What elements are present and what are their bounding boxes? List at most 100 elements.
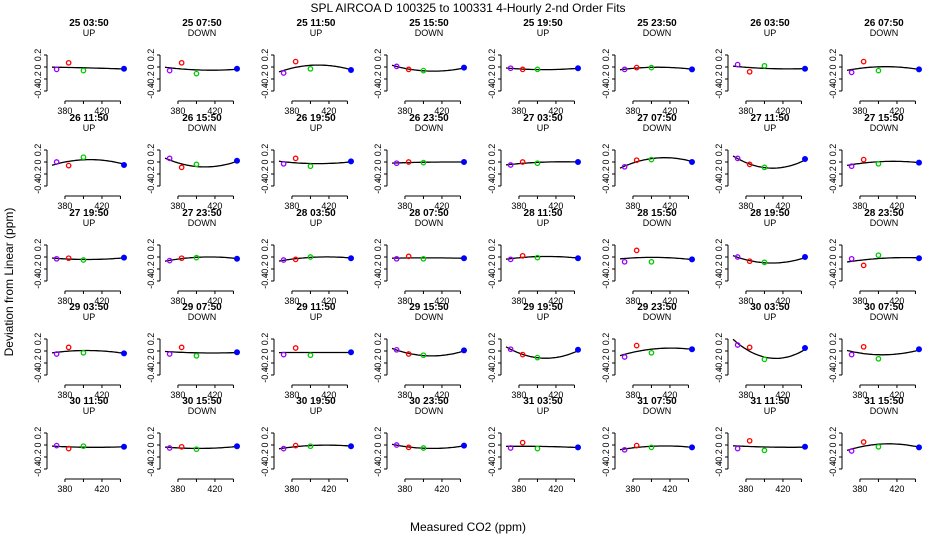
fit-curve <box>505 161 581 166</box>
data-point <box>746 344 753 351</box>
y-tick-label: 0.2 <box>601 333 611 346</box>
panel-mode-label: DOWN <box>415 28 444 38</box>
y-tick-label: 0.2 <box>601 144 611 157</box>
data-point <box>53 159 60 165</box>
y-tick-label: -0.2 <box>714 449 724 465</box>
y-tick-label: -0.2 <box>601 71 611 87</box>
y-tick-label: 0 <box>146 348 156 353</box>
fit-curve <box>278 256 354 262</box>
fit-curve <box>52 66 127 70</box>
y-axis: -0.4-0.2 0 0.2 <box>260 144 275 194</box>
x-tick-label: 380 <box>284 390 299 400</box>
y-axis: -0.4-0.2 0 0.2 <box>373 427 388 477</box>
y-tick-label: -0.4 <box>33 461 43 477</box>
x-axis: 380 420 <box>57 478 121 494</box>
fit-curve <box>51 257 127 261</box>
data-point <box>621 446 628 453</box>
y-tick-label: -0.2 <box>146 355 156 371</box>
data-point <box>234 65 240 72</box>
x-tick-label: 420 <box>662 106 677 116</box>
data-point <box>648 349 655 356</box>
fit-curve <box>619 256 695 261</box>
panel-mode-label: DOWN <box>870 218 899 228</box>
panel-title: 28 11:50 <box>524 208 563 219</box>
data-point <box>848 163 855 170</box>
fit-curve <box>505 346 581 359</box>
data-point <box>166 257 173 264</box>
x-tick-label: 420 <box>94 296 109 306</box>
panel-mode-label: UP <box>83 28 96 38</box>
y-axis: -0.4-0.2 0 0.2 <box>487 427 502 477</box>
y-axis: -0.4-0.2 0 0.2 <box>146 49 161 99</box>
data-point <box>633 247 640 254</box>
y-tick-label: -0.4 <box>373 461 383 477</box>
data-point <box>761 447 768 454</box>
y-tick-label: -0.2 <box>487 261 497 277</box>
data-point <box>348 349 354 356</box>
x-tick-label: 420 <box>775 484 790 494</box>
x-tick-label: 380 <box>625 296 640 306</box>
x-axis: 380 420 <box>511 100 575 116</box>
data-point <box>393 442 400 448</box>
x-tick-label: 420 <box>548 484 563 494</box>
fit-curve <box>619 66 695 71</box>
fit-curve <box>164 350 240 354</box>
y-tick-label: 0.2 <box>33 427 43 440</box>
x-axis: 380 420 <box>397 290 461 306</box>
x-tick-label: 380 <box>397 296 412 306</box>
y-tick-label: 0.2 <box>33 333 43 346</box>
y-tick-label: -0.2 <box>260 449 270 465</box>
y-tick-label: -0.4 <box>487 83 497 99</box>
panel-title: 30 23:50 <box>409 396 449 407</box>
y-tick-label: 0.2 <box>601 239 611 252</box>
data-point <box>746 258 753 265</box>
y-tick-label: -0.2 <box>828 355 838 371</box>
data-point <box>875 160 882 167</box>
y-tick-label: 0 <box>260 64 270 69</box>
fit-curve <box>846 256 922 263</box>
y-tick-label: -0.4 <box>828 178 838 194</box>
x-axis: 380 420 <box>738 290 802 306</box>
x-tick-label: 380 <box>170 201 185 211</box>
data-point <box>405 66 412 73</box>
data-point <box>393 255 400 262</box>
data-point <box>178 255 185 262</box>
y-axis: -0.4-0.2 0 0.2 <box>828 49 843 99</box>
x-tick-label: 380 <box>511 390 526 400</box>
x-tick-label: 380 <box>57 390 72 400</box>
y-tick-label: 0 <box>146 442 156 447</box>
panel-mode-label: DOWN <box>415 123 444 133</box>
panel-mode-label: UP <box>764 218 777 228</box>
panel-title: 28 23:50 <box>864 208 904 219</box>
panel-title: 29 11:50 <box>297 302 336 313</box>
y-axis: -0.4-0.2 0 0.2 <box>146 239 161 289</box>
y-tick-label: -0.4 <box>33 83 43 99</box>
data-point <box>734 155 741 162</box>
data-point <box>734 342 741 348</box>
y-tick-label: 0.2 <box>260 239 270 252</box>
x-tick-label: 420 <box>207 201 222 211</box>
y-axis: -0.4-0.2 0 0.2 <box>714 333 729 383</box>
y-axis: -0.4-0.2 0 0.2 <box>260 239 275 289</box>
data-point <box>121 443 127 450</box>
panel-mode-label: DOWN <box>643 406 672 416</box>
x-tick-label: 420 <box>207 296 222 306</box>
x-axis: 380 420 <box>170 195 234 211</box>
panel-title: 25 03:50 <box>69 18 109 29</box>
y-tick-label: -0.4 <box>601 178 611 194</box>
y-tick-label: 0 <box>714 348 724 353</box>
panel-mode-label: UP <box>764 406 777 416</box>
y-tick-label: -0.2 <box>601 166 611 182</box>
data-point <box>507 346 514 353</box>
data-point <box>420 352 427 359</box>
panel-mode-label: UP <box>537 218 550 228</box>
x-tick-label: 380 <box>397 201 412 211</box>
data-point <box>633 157 640 164</box>
x-tick-label: 380 <box>170 484 185 494</box>
data-point <box>405 444 412 451</box>
